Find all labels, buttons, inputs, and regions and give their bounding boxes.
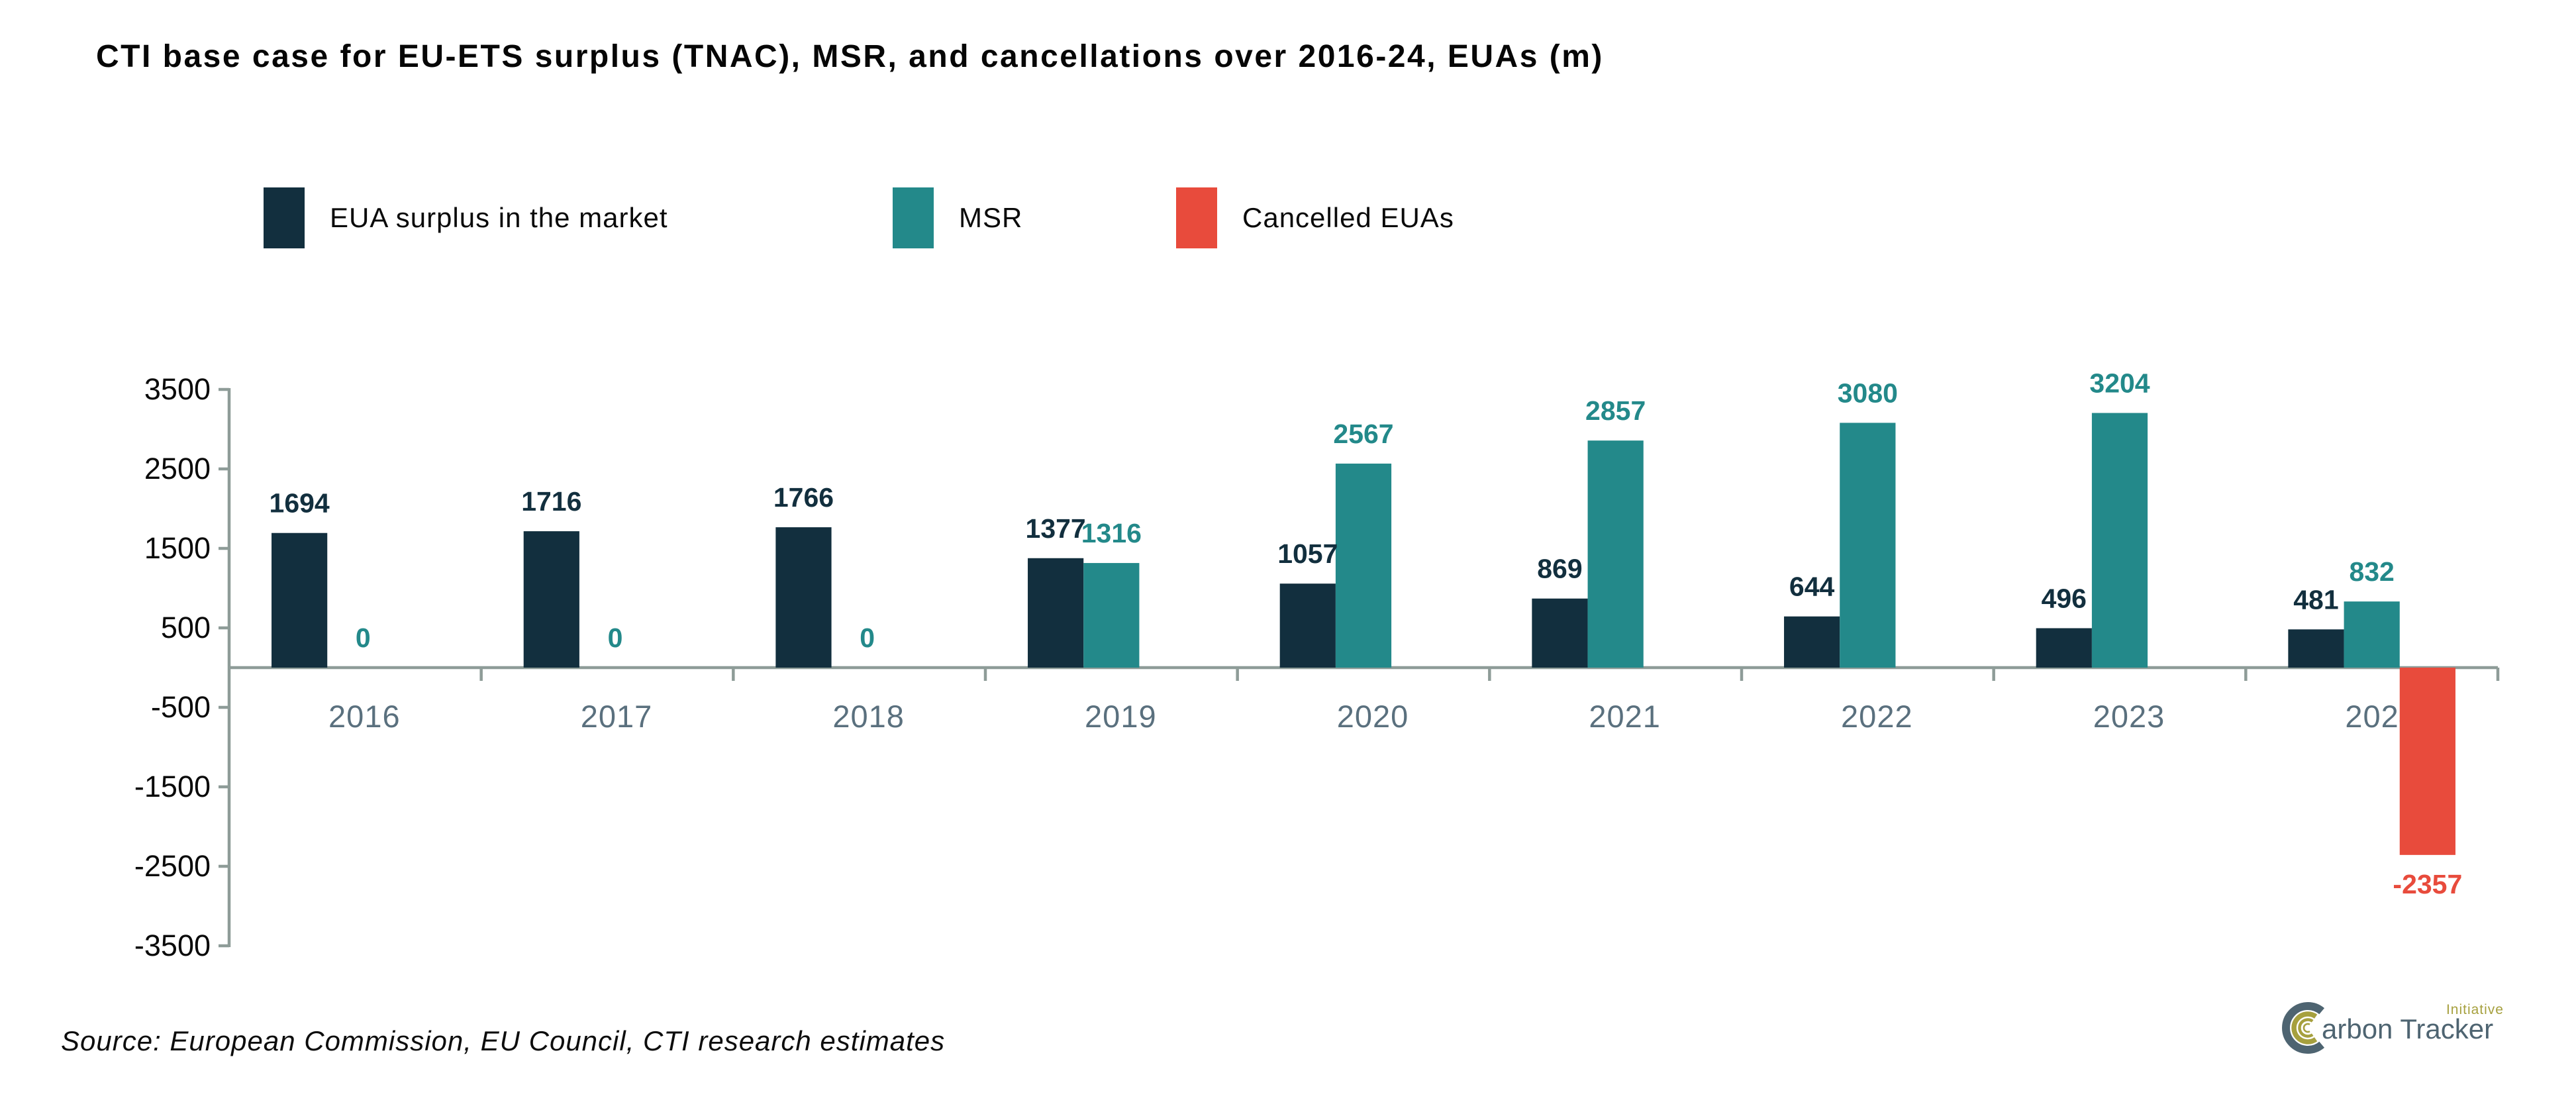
legend-item-msr: MSR: [893, 187, 1022, 248]
logo-arc-inner-icon: [2298, 1018, 2314, 1038]
legend-swatch-eua-surplus: [264, 187, 305, 248]
y-axis-tick-label: -500: [151, 690, 211, 724]
page-title: CTI base case for EU-ETS surplus (TNAC),…: [96, 39, 1604, 74]
legend-swatch-cancelled: [1176, 187, 1217, 248]
value-label-msr-2021: 2857: [1585, 395, 1646, 426]
bar-eua-surplus-2023: [2036, 628, 2092, 668]
year-label-2019: 2019: [1085, 699, 1157, 734]
value-label-cancelled-2024: -2357: [2393, 869, 2462, 899]
year-label-2020: 2020: [1337, 699, 1409, 734]
source-note: Source: European Commission, EU Council,…: [61, 1025, 946, 1056]
logo-arc-center-icon: [2303, 1023, 2310, 1033]
bar-eua-surplus-2020: [1279, 583, 1336, 668]
y-axis-tick-label: 2500: [144, 452, 211, 485]
legend-label-cancelled: Cancelled EUAs: [1242, 202, 1454, 233]
logo-wordmark: arbon Tracker: [2322, 1013, 2493, 1044]
bar-eua-surplus-2018: [775, 527, 832, 668]
year-label-2017: 2017: [581, 699, 653, 734]
bar-eua-surplus-2017: [523, 531, 579, 668]
value-label-msr-2020: 2567: [1333, 419, 1393, 449]
bar-eua-surplus-2016: [272, 533, 328, 668]
value-label-eua-surplus-2019: 1377: [1026, 513, 1086, 544]
legend-label-msr: MSR: [959, 202, 1023, 233]
legend-item-eua-surplus: EUA surplus in the market: [264, 187, 668, 248]
legend-swatch-msr: [893, 187, 934, 248]
bar-eua-surplus-2019: [1028, 558, 1084, 668]
bar-msr-2020: [1335, 463, 1392, 668]
bar-eua-surplus-2024: [2288, 629, 2344, 668]
value-label-msr-2024: 832: [2349, 556, 2394, 587]
value-label-eua-surplus-2016: 1694: [270, 488, 330, 519]
year-label-2023: 2023: [2093, 699, 2165, 734]
bar-msr-2019: [1083, 563, 1140, 668]
bar-cancelled-2024: [2399, 668, 2455, 855]
logo-initiative-label: Initiative: [2446, 1002, 2504, 1017]
logo-c-mark: [2282, 1002, 2325, 1054]
bar-msr-2022: [1840, 423, 1896, 668]
y-axis-tick-label: -2500: [134, 849, 211, 883]
legend-label-eua-surplus: EUA surplus in the market: [330, 202, 668, 233]
y-axis-tick-label: -1500: [134, 770, 211, 803]
legend: EUA surplus in the market MSR Cancelled …: [0, 187, 2576, 248]
value-label-msr-2019: 1316: [1081, 518, 1142, 548]
bar-msr-2021: [1587, 440, 1644, 668]
value-label-msr-2016: 0: [356, 623, 371, 653]
bar-eua-surplus-2022: [1784, 616, 1840, 668]
y-axis-tick-label: -3500: [134, 929, 211, 962]
y-axis-tick-label: 3500: [144, 372, 211, 406]
year-label-2016: 2016: [328, 699, 401, 734]
logo-arc-middle-icon: [2291, 1011, 2318, 1044]
value-label-msr-2017: 0: [608, 623, 623, 653]
value-label-msr-2022: 3080: [1838, 378, 1898, 408]
value-label-eua-surplus-2023: 496: [2042, 583, 2087, 613]
value-label-eua-surplus-2017: 1716: [521, 486, 581, 517]
value-label-eua-surplus-2020: 1057: [1277, 538, 1338, 569]
bar-eua-surplus-2021: [1532, 598, 1588, 668]
logo-arc-outer-icon: [2282, 1002, 2325, 1054]
value-label-eua-surplus-2024: 481: [2293, 584, 2338, 615]
value-label-msr-2023: 3204: [2089, 368, 2150, 399]
year-label-2022: 2022: [1841, 699, 1913, 734]
value-label-eua-surplus-2022: 644: [1789, 572, 1835, 602]
bar-msr-2024: [2344, 601, 2400, 668]
bar-msr-2023: [2091, 413, 2148, 668]
legend-item-cancelled: Cancelled EUAs: [1176, 187, 1454, 248]
year-label-2018: 2018: [832, 699, 905, 734]
value-label-msr-2018: 0: [860, 623, 875, 653]
y-axis-tick-label: 500: [161, 611, 211, 644]
year-label-2021: 2021: [1589, 699, 1661, 734]
carbon-tracker-logo: arbon Tracker Initiative: [2282, 1002, 2504, 1054]
value-label-eua-surplus-2021: 869: [1537, 554, 1582, 584]
value-label-eua-surplus-2018: 1766: [773, 482, 834, 513]
y-axis-tick-label: 1500: [144, 531, 211, 565]
